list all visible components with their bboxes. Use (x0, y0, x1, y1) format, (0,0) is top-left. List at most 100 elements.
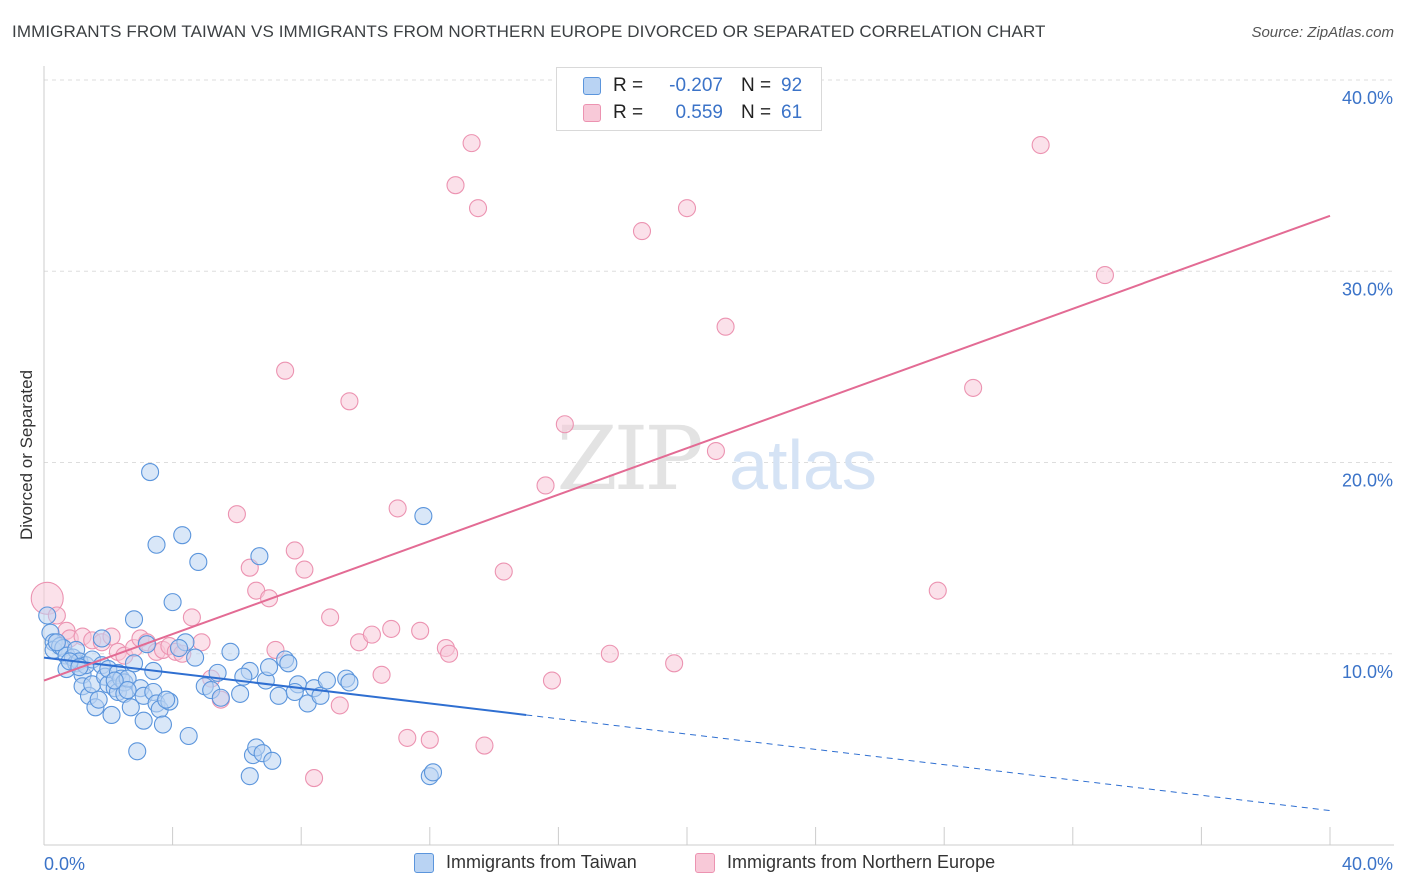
northern-europe-point (330, 696, 349, 715)
taiwan-point (179, 726, 198, 746)
legend: R = -0.207 N = 92 R = 0.559 N = 61 (556, 67, 822, 131)
taiwan-point (169, 638, 189, 658)
chart-title: IMMIGRANTS FROM TAIWAN VS IMMIGRANTS FRO… (12, 22, 1046, 41)
taiwan-point (211, 688, 230, 707)
bottom-legend-label-taiwan: Immigrants from Taiwan (446, 852, 637, 872)
northern-europe-point (182, 608, 201, 627)
watermark: ZIP atlas (556, 407, 877, 510)
northern-europe-point (388, 499, 407, 518)
taiwan-point (240, 767, 259, 786)
northern-europe-point (462, 134, 481, 153)
y-tick-label: 30.0% (1342, 279, 1393, 299)
taiwan-point (105, 671, 124, 690)
legend-n-label: N = (741, 75, 772, 96)
taiwan-point (186, 648, 205, 667)
northern-europe-point (536, 476, 555, 495)
taiwan-point (141, 463, 160, 482)
source-label: Source: ZipAtlas.com (1251, 24, 1394, 41)
taiwan-point (269, 686, 288, 705)
northern-europe-point (411, 621, 430, 640)
northern-europe-point (1031, 135, 1050, 155)
watermark-zip: ZIP (556, 407, 701, 510)
northern-europe-point (964, 378, 983, 397)
northern-europe-point (677, 199, 697, 218)
taiwan-point (189, 552, 208, 572)
taiwan-point (153, 715, 173, 734)
northern-europe-point (321, 608, 340, 627)
taiwan-point (231, 684, 250, 703)
legend-r-label: R = (613, 102, 644, 123)
trend-layer (43, 214, 1331, 812)
taiwan-point (279, 654, 298, 673)
taiwan-point (250, 547, 269, 566)
northern-europe-point (706, 441, 725, 461)
northern-europe-point (494, 562, 513, 581)
taiwan-point (173, 526, 192, 545)
watermark-atlas: atlas (729, 426, 877, 504)
northern-europe-point (600, 644, 619, 663)
northern-europe-point (928, 581, 947, 600)
y-tick-label: 20.0% (1342, 471, 1393, 491)
taiwan-point (414, 506, 433, 526)
northern-europe-point (382, 619, 401, 638)
taiwan-point (38, 606, 57, 625)
taiwan-point (157, 690, 176, 709)
taiwan-point (259, 658, 279, 677)
taiwan-point (163, 593, 182, 612)
bottom-legend-label-northern-europe: Immigrants from Northern Europe (727, 852, 996, 872)
axis-layer (43, 66, 1394, 846)
taiwan-point (221, 642, 240, 661)
northern-europe-point (555, 415, 574, 434)
taiwan-trend-extension (526, 714, 1331, 812)
northern-europe-point (340, 392, 359, 411)
taiwan-point (134, 711, 153, 730)
taiwan-point (89, 690, 108, 709)
legend-swatch-northern-europe (583, 104, 601, 122)
bottom-legend-northern-europe: Immigrants from Northern Europe (695, 852, 995, 873)
taiwan-point (128, 742, 147, 761)
northern-europe-point (295, 560, 314, 579)
northern-europe-point (192, 633, 211, 652)
legend-n-label: N = (741, 102, 772, 123)
legend-row-taiwan: R = -0.207 N = 92 (583, 73, 802, 99)
northern-europe-trend-line (43, 214, 1331, 682)
northern-europe-point (542, 671, 562, 690)
bottom-legend-taiwan: Immigrants from Taiwan (414, 852, 637, 873)
taiwan-point (147, 535, 166, 554)
taiwan-point (102, 705, 121, 725)
y-tick-label: 40.0% (1342, 88, 1393, 108)
northern-europe-point (446, 176, 465, 195)
legend-row-northern-europe: R = 0.559 N = 61 (583, 100, 802, 126)
northern-europe-point (362, 625, 381, 644)
legend-r-label: R = (613, 75, 644, 96)
northern-europe-point (716, 317, 735, 336)
bottom-legend-swatch-northern-europe (695, 852, 715, 873)
legend-n-value: 61 (781, 102, 803, 123)
northern-europe-point (665, 654, 684, 673)
northern-europe-point (227, 505, 246, 524)
y-tick-label: 10.0% (1342, 662, 1393, 682)
legend-r-value: 0.559 (675, 102, 723, 123)
taiwan-point (47, 633, 66, 652)
taiwan-point (340, 673, 359, 692)
taiwan-point (423, 763, 443, 782)
northern-europe-point (468, 199, 488, 218)
x-tick-label: 40.0% (1342, 854, 1393, 874)
northern-europe-point (632, 222, 652, 241)
northern-europe-point (420, 730, 439, 749)
tick-label-layer: 10.0% 20.0% 30.0% 40.0% 0.0% 40.0% (44, 88, 1393, 874)
taiwan-point (124, 610, 144, 629)
northern-europe-point (398, 728, 417, 747)
northern-europe-point (475, 736, 494, 755)
x-tick-label: 0.0% (44, 854, 85, 874)
northern-europe-point (372, 665, 391, 684)
northern-europe-point (285, 541, 304, 560)
northern-europe-point (305, 769, 324, 788)
taiwan-trend-line (43, 656, 527, 716)
bottom-legend-swatch-taiwan (414, 852, 434, 873)
legend-swatch-taiwan (583, 77, 601, 95)
northern-europe-point (276, 361, 295, 380)
northern-europe-point (1095, 266, 1114, 285)
taiwan-point (118, 681, 137, 700)
